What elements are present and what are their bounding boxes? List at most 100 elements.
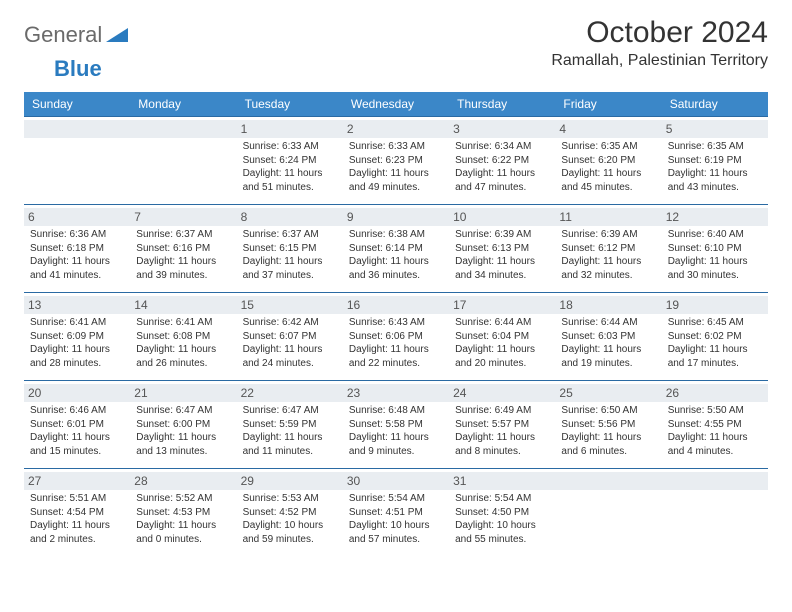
sunrise-text: Sunrise: 6:49 AM [455, 404, 549, 418]
sunset-text: Sunset: 6:16 PM [136, 242, 230, 256]
day-cell: 13Sunrise: 6:41 AMSunset: 6:09 PMDayligh… [24, 293, 130, 381]
day-number: 15 [237, 296, 343, 314]
sunrise-text: Sunrise: 5:54 AM [349, 492, 443, 506]
day-cell: 7Sunrise: 6:37 AMSunset: 6:16 PMDaylight… [130, 205, 236, 293]
day-cell: 24 Sunrise: 6:49 AMSunset: 5:57 PMDayligh… [449, 381, 555, 469]
sunrise-text: Sunrise: 6:39 AM [455, 228, 549, 242]
day-cell: 18Sunrise: 6:44 AMSunset: 6:03 PMDayligh… [555, 293, 661, 381]
daylight-text: Daylight: 11 hours and 51 minutes. [243, 167, 337, 194]
day-number: 24 [449, 384, 555, 402]
day-number: 9 [343, 208, 449, 226]
day-number: 28 [130, 472, 236, 490]
day-number: 25 [555, 384, 661, 402]
daylight-text: Daylight: 11 hours and 17 minutes. [668, 343, 762, 370]
sunset-text: Sunset: 6:04 PM [455, 330, 549, 344]
day-cell: 22Sunrise: 6:47 AMSunset: 5:59 PMDayligh… [237, 381, 343, 469]
empty-day-cell [130, 117, 236, 205]
weekday-header: Sunday [24, 92, 130, 117]
daylight-text: Daylight: 11 hours and 41 minutes. [30, 255, 124, 282]
day-cell: 2Sunrise: 6:33 AMSunset: 6:23 PMDaylight… [343, 117, 449, 205]
daylight-text: Daylight: 11 hours and 0 minutes. [136, 519, 230, 546]
day-number: 23 [343, 384, 449, 402]
daylight-text: Daylight: 11 hours and 11 minutes. [243, 431, 337, 458]
weekday-header: Wednesday [343, 92, 449, 117]
day-cell: 6Sunrise: 6:36 AMSunset: 6:18 PMDaylight… [24, 205, 130, 293]
logo-word1: General [24, 22, 102, 48]
day-cell: 20Sunrise: 6:46 AMSunset: 6:01 PMDayligh… [24, 381, 130, 469]
day-number-empty [555, 472, 661, 490]
empty-day-cell [662, 469, 768, 557]
day-cell: 10Sunrise: 6:39 AMSunset: 6:13 PMDayligh… [449, 205, 555, 293]
daylight-text: Daylight: 11 hours and 34 minutes. [455, 255, 549, 282]
day-cell: 5Sunrise: 6:35 AMSunset: 6:19 PMDaylight… [662, 117, 768, 205]
calendar-table: SundayMondayTuesdayWednesdayThursdayFrid… [24, 92, 768, 556]
day-number: 3 [449, 120, 555, 138]
day-number: 14 [130, 296, 236, 314]
day-number: 20 [24, 384, 130, 402]
day-number: 16 [343, 296, 449, 314]
logo-word2: Blue [54, 56, 102, 81]
daylight-text: Daylight: 11 hours and 28 minutes. [30, 343, 124, 370]
sunset-text: Sunset: 4:50 PM [455, 506, 549, 520]
sunset-text: Sunset: 4:54 PM [30, 506, 124, 520]
day-cell: 28Sunrise: 5:52 AMSunset: 4:53 PMDayligh… [130, 469, 236, 557]
sunrise-text: Sunrise: 6:45 AM [668, 316, 762, 330]
page-title: October 2024 [551, 16, 768, 50]
sunset-text: Sunset: 6:07 PM [243, 330, 337, 344]
day-number-empty [130, 120, 236, 138]
sunrise-text: Sunrise: 6:37 AM [243, 228, 337, 242]
daylight-text: Daylight: 11 hours and 8 minutes. [455, 431, 549, 458]
sunset-text: Sunset: 5:58 PM [349, 418, 443, 432]
daylight-text: Daylight: 11 hours and 6 minutes. [561, 431, 655, 458]
daylight-text: Daylight: 11 hours and 19 minutes. [561, 343, 655, 370]
day-number: 18 [555, 296, 661, 314]
day-cell: 15Sunrise: 6:42 AMSunset: 6:07 PMDayligh… [237, 293, 343, 381]
day-number: 26 [662, 384, 768, 402]
day-cell: 1Sunrise: 6:33 AMSunset: 6:24 PMDaylight… [237, 117, 343, 205]
day-cell: 27Sunrise: 5:51 AMSunset: 4:54 PMDayligh… [24, 469, 130, 557]
daylight-text: Daylight: 11 hours and 47 minutes. [455, 167, 549, 194]
day-number: 30 [343, 472, 449, 490]
sunrise-text: Sunrise: 6:47 AM [243, 404, 337, 418]
sunrise-text: Sunrise: 6:34 AM [455, 140, 549, 154]
sunrise-text: Sunrise: 6:33 AM [349, 140, 443, 154]
logo-triangle-icon [106, 26, 128, 45]
sunrise-text: Sunrise: 6:33 AM [243, 140, 337, 154]
weekday-header: Tuesday [237, 92, 343, 117]
weekday-header: Monday [130, 92, 236, 117]
day-cell: 21Sunrise: 6:47 AMSunset: 6:00 PMDayligh… [130, 381, 236, 469]
day-number: 6 [24, 208, 130, 226]
sunset-text: Sunset: 6:10 PM [668, 242, 762, 256]
day-cell: 14Sunrise: 6:41 AMSunset: 6:08 PMDayligh… [130, 293, 236, 381]
daylight-text: Daylight: 11 hours and 30 minutes. [668, 255, 762, 282]
sunset-text: Sunset: 6:12 PM [561, 242, 655, 256]
daylight-text: Daylight: 11 hours and 43 minutes. [668, 167, 762, 194]
day-cell: 17Sunrise: 6:44 AMSunset: 6:04 PMDayligh… [449, 293, 555, 381]
day-cell: 16Sunrise: 6:43 AMSunset: 6:06 PMDayligh… [343, 293, 449, 381]
weekday-header-row: SundayMondayTuesdayWednesdayThursdayFrid… [24, 92, 768, 117]
day-number: 8 [237, 208, 343, 226]
daylight-text: Daylight: 11 hours and 32 minutes. [561, 255, 655, 282]
daylight-text: Daylight: 11 hours and 39 minutes. [136, 255, 230, 282]
day-cell: 12Sunrise: 6:40 AMSunset: 6:10 PMDayligh… [662, 205, 768, 293]
daylight-text: Daylight: 11 hours and 9 minutes. [349, 431, 443, 458]
sunset-text: Sunset: 5:57 PM [455, 418, 549, 432]
daylight-text: Daylight: 11 hours and 49 minutes. [349, 167, 443, 194]
day-number: 11 [555, 208, 661, 226]
sunrise-text: Sunrise: 6:50 AM [561, 404, 655, 418]
daylight-text: Daylight: 10 hours and 57 minutes. [349, 519, 443, 546]
sunrise-text: Sunrise: 6:47 AM [136, 404, 230, 418]
day-cell: 4Sunrise: 6:35 AMSunset: 6:20 PMDaylight… [555, 117, 661, 205]
day-number-empty [24, 120, 130, 138]
sunrise-text: Sunrise: 5:50 AM [668, 404, 762, 418]
day-cell: 11Sunrise: 6:39 AMSunset: 6:12 PMDayligh… [555, 205, 661, 293]
day-number: 31 [449, 472, 555, 490]
sunrise-text: Sunrise: 5:51 AM [30, 492, 124, 506]
day-number-empty [662, 472, 768, 490]
sunset-text: Sunset: 6:08 PM [136, 330, 230, 344]
sunset-text: Sunset: 5:56 PM [561, 418, 655, 432]
sunrise-text: Sunrise: 6:48 AM [349, 404, 443, 418]
daylight-text: Daylight: 11 hours and 20 minutes. [455, 343, 549, 370]
daylight-text: Daylight: 10 hours and 59 minutes. [243, 519, 337, 546]
calendar-week-row: 13Sunrise: 6:41 AMSunset: 6:09 PMDayligh… [24, 293, 768, 381]
